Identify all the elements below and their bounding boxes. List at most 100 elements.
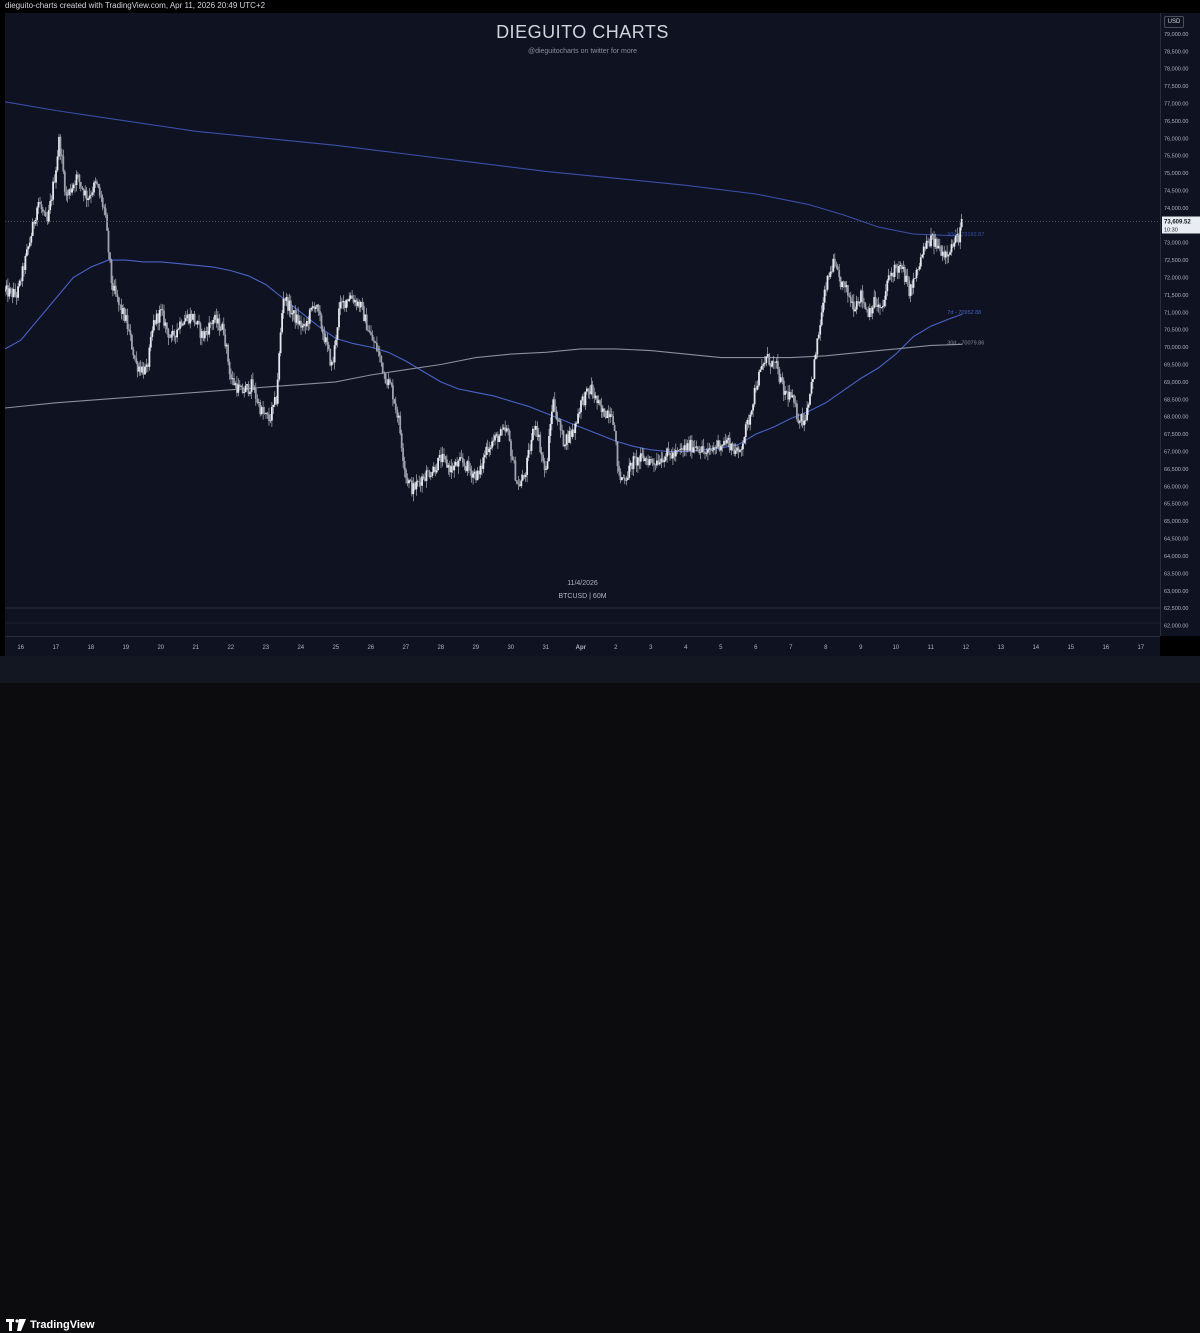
candle-body bbox=[62, 156, 65, 172]
candle-body bbox=[326, 337, 329, 345]
candle-body bbox=[829, 271, 832, 277]
candle-body bbox=[720, 446, 722, 451]
candle-body bbox=[222, 323, 225, 335]
price-tick-label: 77,500.00 bbox=[1164, 84, 1188, 90]
candle-body bbox=[199, 323, 202, 338]
candle-body bbox=[857, 301, 859, 304]
candle-body bbox=[504, 427, 507, 432]
candle-body bbox=[253, 388, 256, 390]
candle-body bbox=[833, 258, 836, 266]
candle-body bbox=[569, 431, 572, 437]
time-tick-label: 26 bbox=[367, 645, 374, 651]
candle-body bbox=[577, 413, 579, 424]
candle-body bbox=[412, 483, 415, 495]
chart-pane[interactable]: 90d - 73192.87 7d - 70952.88 30d - 70079.8… bbox=[4, 13, 1160, 636]
candle-body bbox=[34, 220, 37, 224]
ma-label-7d: 7d - 70952.88 bbox=[947, 310, 981, 316]
candle-body bbox=[214, 314, 216, 320]
candle-body bbox=[371, 334, 374, 341]
candle-body bbox=[629, 462, 632, 466]
candle-body bbox=[149, 336, 152, 348]
candle-body bbox=[392, 385, 394, 400]
candle-body bbox=[599, 400, 601, 405]
candle-body bbox=[844, 281, 846, 288]
candle-body bbox=[816, 338, 819, 355]
chart-canvas[interactable]: 90d - 73192.87 7d - 70952.88 30d - 70079.8… bbox=[4, 13, 1160, 636]
candle-body bbox=[925, 240, 928, 249]
candle-body bbox=[133, 355, 136, 359]
candle-body bbox=[228, 361, 231, 375]
candle-body bbox=[348, 298, 351, 302]
candle-body bbox=[180, 321, 183, 326]
candle-body bbox=[418, 481, 421, 482]
candle-body bbox=[343, 301, 346, 308]
time-tick-label: 11 bbox=[928, 645, 935, 651]
candle-body bbox=[510, 440, 512, 457]
candle-body bbox=[529, 449, 531, 451]
candle-body bbox=[345, 299, 348, 308]
candle-body bbox=[106, 214, 108, 231]
candle-body bbox=[693, 447, 696, 448]
candle-body bbox=[887, 275, 890, 281]
candle-body bbox=[59, 136, 62, 155]
candle-body bbox=[771, 360, 773, 367]
candle-body bbox=[473, 471, 476, 474]
price-tick-label: 74,000.00 bbox=[1164, 206, 1188, 212]
candle-body bbox=[637, 457, 639, 466]
candle-body bbox=[174, 335, 177, 338]
candle-body bbox=[157, 313, 159, 323]
time-axis[interactable]: 16 17 18 19 20 21 22 23 24 25 26 27 28 29 30 31 Apr 2 3 4 5 6… bbox=[5, 636, 1160, 657]
candle-body bbox=[97, 183, 100, 188]
candle-body bbox=[336, 327, 339, 340]
candle-body bbox=[626, 477, 629, 480]
candle-body bbox=[154, 320, 157, 324]
candle-body bbox=[863, 302, 865, 304]
time-axis-canvas[interactable]: 16 17 18 19 20 21 22 23 24 25 26 27 28 29 30 31 Apr 2 3 4 5 6… bbox=[5, 637, 1160, 657]
candle-body bbox=[600, 404, 603, 412]
candle-body bbox=[761, 365, 763, 370]
candle-body bbox=[367, 330, 369, 332]
ma-line-90d bbox=[4, 101, 963, 237]
candle-body bbox=[777, 361, 779, 370]
candle-body bbox=[689, 440, 692, 451]
candle-body bbox=[588, 391, 591, 395]
candle-body bbox=[936, 238, 938, 249]
candle-body bbox=[432, 466, 435, 472]
candle-body bbox=[724, 440, 727, 444]
time-tick-label: 18 bbox=[87, 645, 94, 651]
candle-body bbox=[587, 388, 590, 392]
price-axis-canvas[interactable]: 62,000.00 62,500.00 63,000.00 63,500.00 64,0… bbox=[1161, 13, 1200, 636]
candle-body bbox=[578, 412, 581, 414]
candle-body bbox=[709, 448, 712, 451]
candle-body bbox=[548, 436, 550, 462]
candle-body bbox=[933, 234, 935, 247]
price-axis[interactable]: 62,000.00 62,500.00 63,000.00 63,500.00 64,0… bbox=[1160, 13, 1200, 636]
price-tick-label: 72,500.00 bbox=[1164, 258, 1188, 264]
candle-body bbox=[478, 470, 480, 475]
candle-body bbox=[271, 407, 273, 421]
candle-body bbox=[813, 359, 816, 380]
candle-body bbox=[464, 466, 467, 472]
candle-body bbox=[604, 416, 607, 418]
time-tick-label: 20 bbox=[157, 645, 164, 651]
currency-label[interactable]: USD bbox=[1164, 16, 1184, 28]
candle-body bbox=[727, 437, 730, 440]
candle-body bbox=[47, 210, 50, 222]
candle-body bbox=[431, 472, 434, 476]
candle-body bbox=[380, 355, 383, 363]
time-tick-label: 19 bbox=[122, 645, 129, 651]
candle-body bbox=[911, 284, 913, 288]
candle-body bbox=[670, 455, 673, 459]
candle-body bbox=[68, 189, 71, 195]
price-tick-label: 62,000.00 bbox=[1164, 624, 1188, 630]
candle-body bbox=[428, 471, 431, 477]
price-tick-label: 62,500.00 bbox=[1164, 606, 1188, 612]
candle-body bbox=[389, 379, 391, 383]
candle-body bbox=[12, 289, 15, 297]
candle-body bbox=[205, 331, 208, 332]
candle-body bbox=[707, 449, 709, 453]
candle-body bbox=[593, 393, 596, 399]
candle-body bbox=[341, 301, 343, 303]
tradingview-logo[interactable]: TradingView bbox=[6, 1317, 95, 1333]
candle-body bbox=[470, 470, 473, 478]
